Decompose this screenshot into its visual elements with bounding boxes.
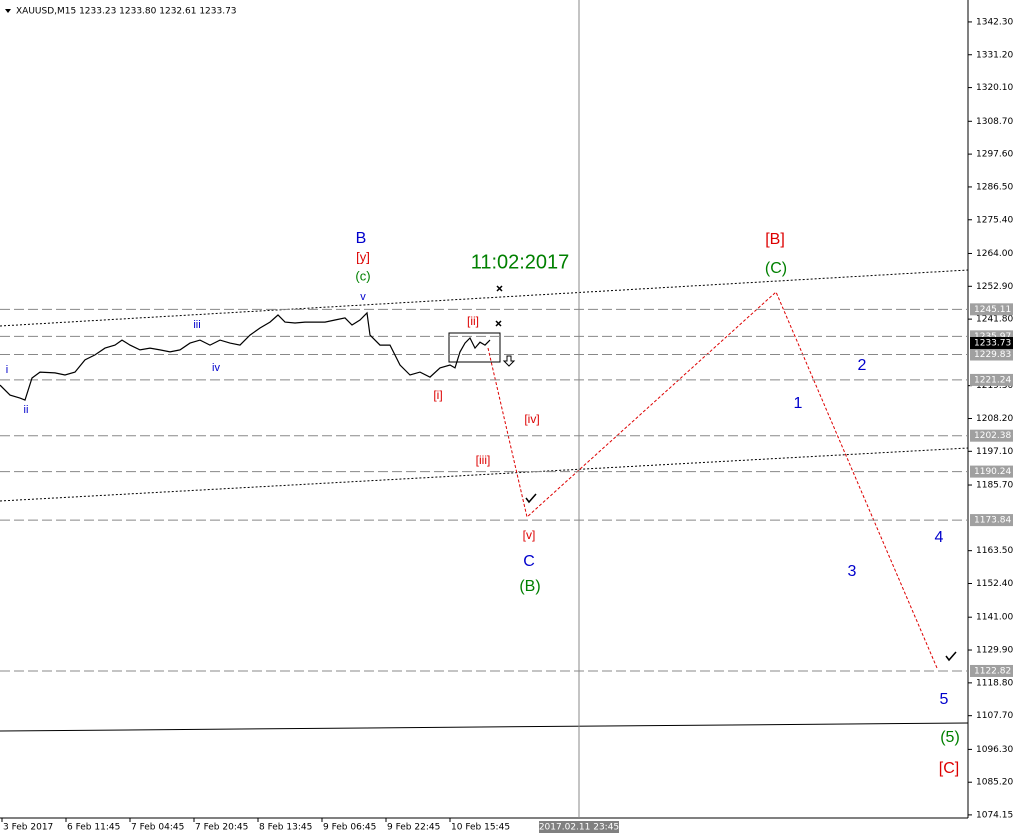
wave-label: [i] xyxy=(433,388,442,402)
level-label: 1202.38 xyxy=(974,431,1011,441)
wave-label: (c) xyxy=(355,268,370,283)
wave-label: [ii] xyxy=(467,314,479,328)
y-tick-label: 1297.60 xyxy=(976,150,1013,160)
y-tick-label: 1163.50 xyxy=(976,546,1013,556)
x-tick-label: 10 Feb 15:45 xyxy=(451,823,510,833)
wave-label: (C) xyxy=(765,260,787,277)
crosshair-label: 2017.02.11 23:45 xyxy=(539,823,619,833)
y-tick-label: 1342.30 xyxy=(976,17,1013,27)
wave-label: [v] xyxy=(523,528,536,542)
x-tick-label: 7 Feb 04:45 xyxy=(131,823,184,833)
wave-label: 3 xyxy=(848,563,857,580)
y-tick-label: 1286.50 xyxy=(976,182,1013,192)
y-tick-label: 1331.20 xyxy=(976,50,1013,60)
wave-label: (5) xyxy=(940,729,960,746)
y-tick-label: 1152.40 xyxy=(976,579,1013,589)
wave-label: [C] xyxy=(939,760,959,777)
y-tick-label: 1129.90 xyxy=(976,646,1013,656)
check-icon xyxy=(525,493,957,662)
y-tick-label: 1241.80 xyxy=(976,315,1013,325)
level-label-bg xyxy=(970,514,1013,527)
last-price-label: 1233.73 xyxy=(974,338,1011,348)
level-label: 1173.84 xyxy=(974,516,1011,526)
y-tick-label: 1118.80 xyxy=(976,678,1013,688)
y-tick-label: 1096.30 xyxy=(976,745,1013,755)
wave-label: 1 xyxy=(794,395,803,412)
y-tick-label: 1320.10 xyxy=(976,83,1013,93)
y-tick-label: 1107.70 xyxy=(976,711,1013,721)
level-label-bg xyxy=(970,664,1013,677)
wave-label: ii xyxy=(24,404,29,416)
y-tick-label: 1141.00 xyxy=(976,613,1013,623)
y-tick-label: 1252.90 xyxy=(976,282,1013,292)
last-price-bg xyxy=(970,336,1013,349)
wave-label: 4 xyxy=(935,529,944,546)
y-tick-label: 1219.30 xyxy=(976,381,1013,391)
wave-label: [iii] xyxy=(476,453,491,467)
y-tick-label: 1308.70 xyxy=(976,117,1013,127)
x-tick-label: 8 Feb 13:45 xyxy=(259,823,312,833)
menu-icon xyxy=(5,9,11,13)
x-tick-label: 6 Feb 11:45 xyxy=(67,823,120,833)
level-label: 1245.11 xyxy=(974,305,1011,315)
wave-label: i xyxy=(6,364,8,376)
y-tick-label: 1197.10 xyxy=(976,447,1013,457)
arrow-icon xyxy=(502,355,516,367)
level-label: 1235.97 xyxy=(974,332,1011,342)
x-tick-label: 9 Feb 22:45 xyxy=(387,823,440,833)
wave-label: v xyxy=(360,291,366,303)
x-tick-label: 7 Feb 20:45 xyxy=(195,823,248,833)
price-line xyxy=(0,311,491,401)
wave-label: [B] xyxy=(765,231,785,248)
level-label-bg xyxy=(970,429,1013,442)
wave-label: [iv] xyxy=(524,412,539,426)
wave-label: B xyxy=(356,230,367,247)
chart-title: XAUUSD,M15 1233.23 1233.80 1232.61 1233.… xyxy=(16,7,237,17)
level-label: 1190.24 xyxy=(974,467,1011,477)
y-tick-label: 1085.20 xyxy=(976,778,1013,788)
y-tick-label: 1185.70 xyxy=(976,481,1013,491)
selection-box xyxy=(448,332,501,363)
wave-projection xyxy=(487,291,938,669)
x-tick-label: 9 Feb 06:45 xyxy=(323,823,376,833)
wave-label: iii xyxy=(193,319,200,331)
wave-label: [y] xyxy=(356,249,370,264)
trendline xyxy=(0,722,969,732)
level-label: 1122.82 xyxy=(974,666,1011,676)
wave-label: (B) xyxy=(519,578,540,595)
crosshair-label-bg xyxy=(539,821,619,833)
y-tick-label: 1208.20 xyxy=(976,414,1013,424)
wave-label: 2 xyxy=(858,357,867,374)
level-label-bg xyxy=(970,373,1013,386)
wave-label: C xyxy=(523,553,535,570)
level-label-bg xyxy=(970,348,1013,361)
trendline xyxy=(0,269,969,327)
level-label: 1229.83 xyxy=(974,350,1011,360)
wave-label: iv xyxy=(212,362,220,374)
y-tick-label: 1074.15 xyxy=(976,810,1013,820)
y-tick-label: 1275.40 xyxy=(976,215,1013,225)
trendline xyxy=(0,447,969,502)
cross-icon xyxy=(495,285,503,327)
y-tick-label: 1264.00 xyxy=(976,249,1013,259)
level-label-bg xyxy=(970,303,1013,316)
wave-label: 5 xyxy=(940,691,949,708)
x-tick-label: 3 Feb 2017 xyxy=(3,823,53,833)
level-label-bg xyxy=(970,465,1013,478)
level-label: 1221.24 xyxy=(974,375,1011,385)
wave-label: 11:02:2017 xyxy=(471,251,570,273)
